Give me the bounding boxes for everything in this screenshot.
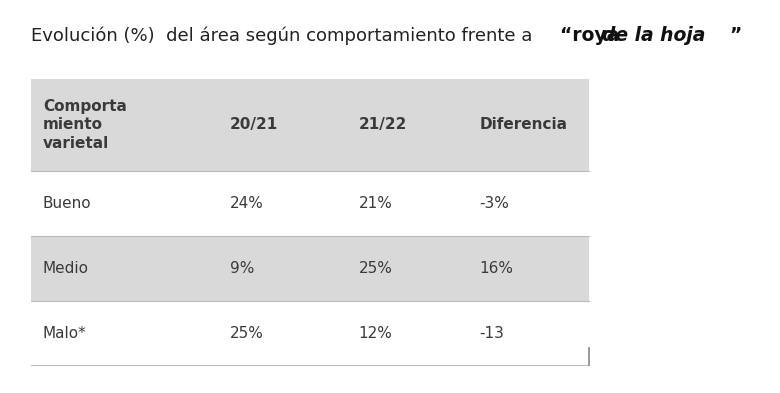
Text: 9%: 9% xyxy=(230,261,254,276)
Text: Diferencia: Diferencia xyxy=(480,117,568,132)
Text: 16%: 16% xyxy=(480,261,514,276)
Bar xyxy=(31,79,589,171)
Bar xyxy=(31,171,589,236)
Text: Bueno: Bueno xyxy=(43,196,91,211)
Text: 12%: 12% xyxy=(359,325,392,341)
Text: ”: ” xyxy=(729,26,742,45)
Text: 25%: 25% xyxy=(230,325,264,341)
Text: Evolución (%)  del área según comportamiento frente a: Evolución (%) del área según comportamie… xyxy=(31,26,538,45)
Bar xyxy=(31,236,589,301)
Text: Medio: Medio xyxy=(43,261,89,276)
Text: 20/21: 20/21 xyxy=(230,117,278,132)
Text: de la hoja: de la hoja xyxy=(602,26,706,45)
Text: Comporta
miento
varietal: Comporta miento varietal xyxy=(43,99,127,151)
Text: -3%: -3% xyxy=(480,196,509,211)
Bar xyxy=(31,301,589,365)
Text: 21%: 21% xyxy=(359,196,392,211)
Text: Malo*: Malo* xyxy=(43,325,87,341)
Text: -13: -13 xyxy=(480,325,505,341)
Text: 24%: 24% xyxy=(230,196,264,211)
Text: “roya: “roya xyxy=(560,26,626,45)
Text: 25%: 25% xyxy=(359,261,392,276)
Text: 21/22: 21/22 xyxy=(359,117,407,132)
